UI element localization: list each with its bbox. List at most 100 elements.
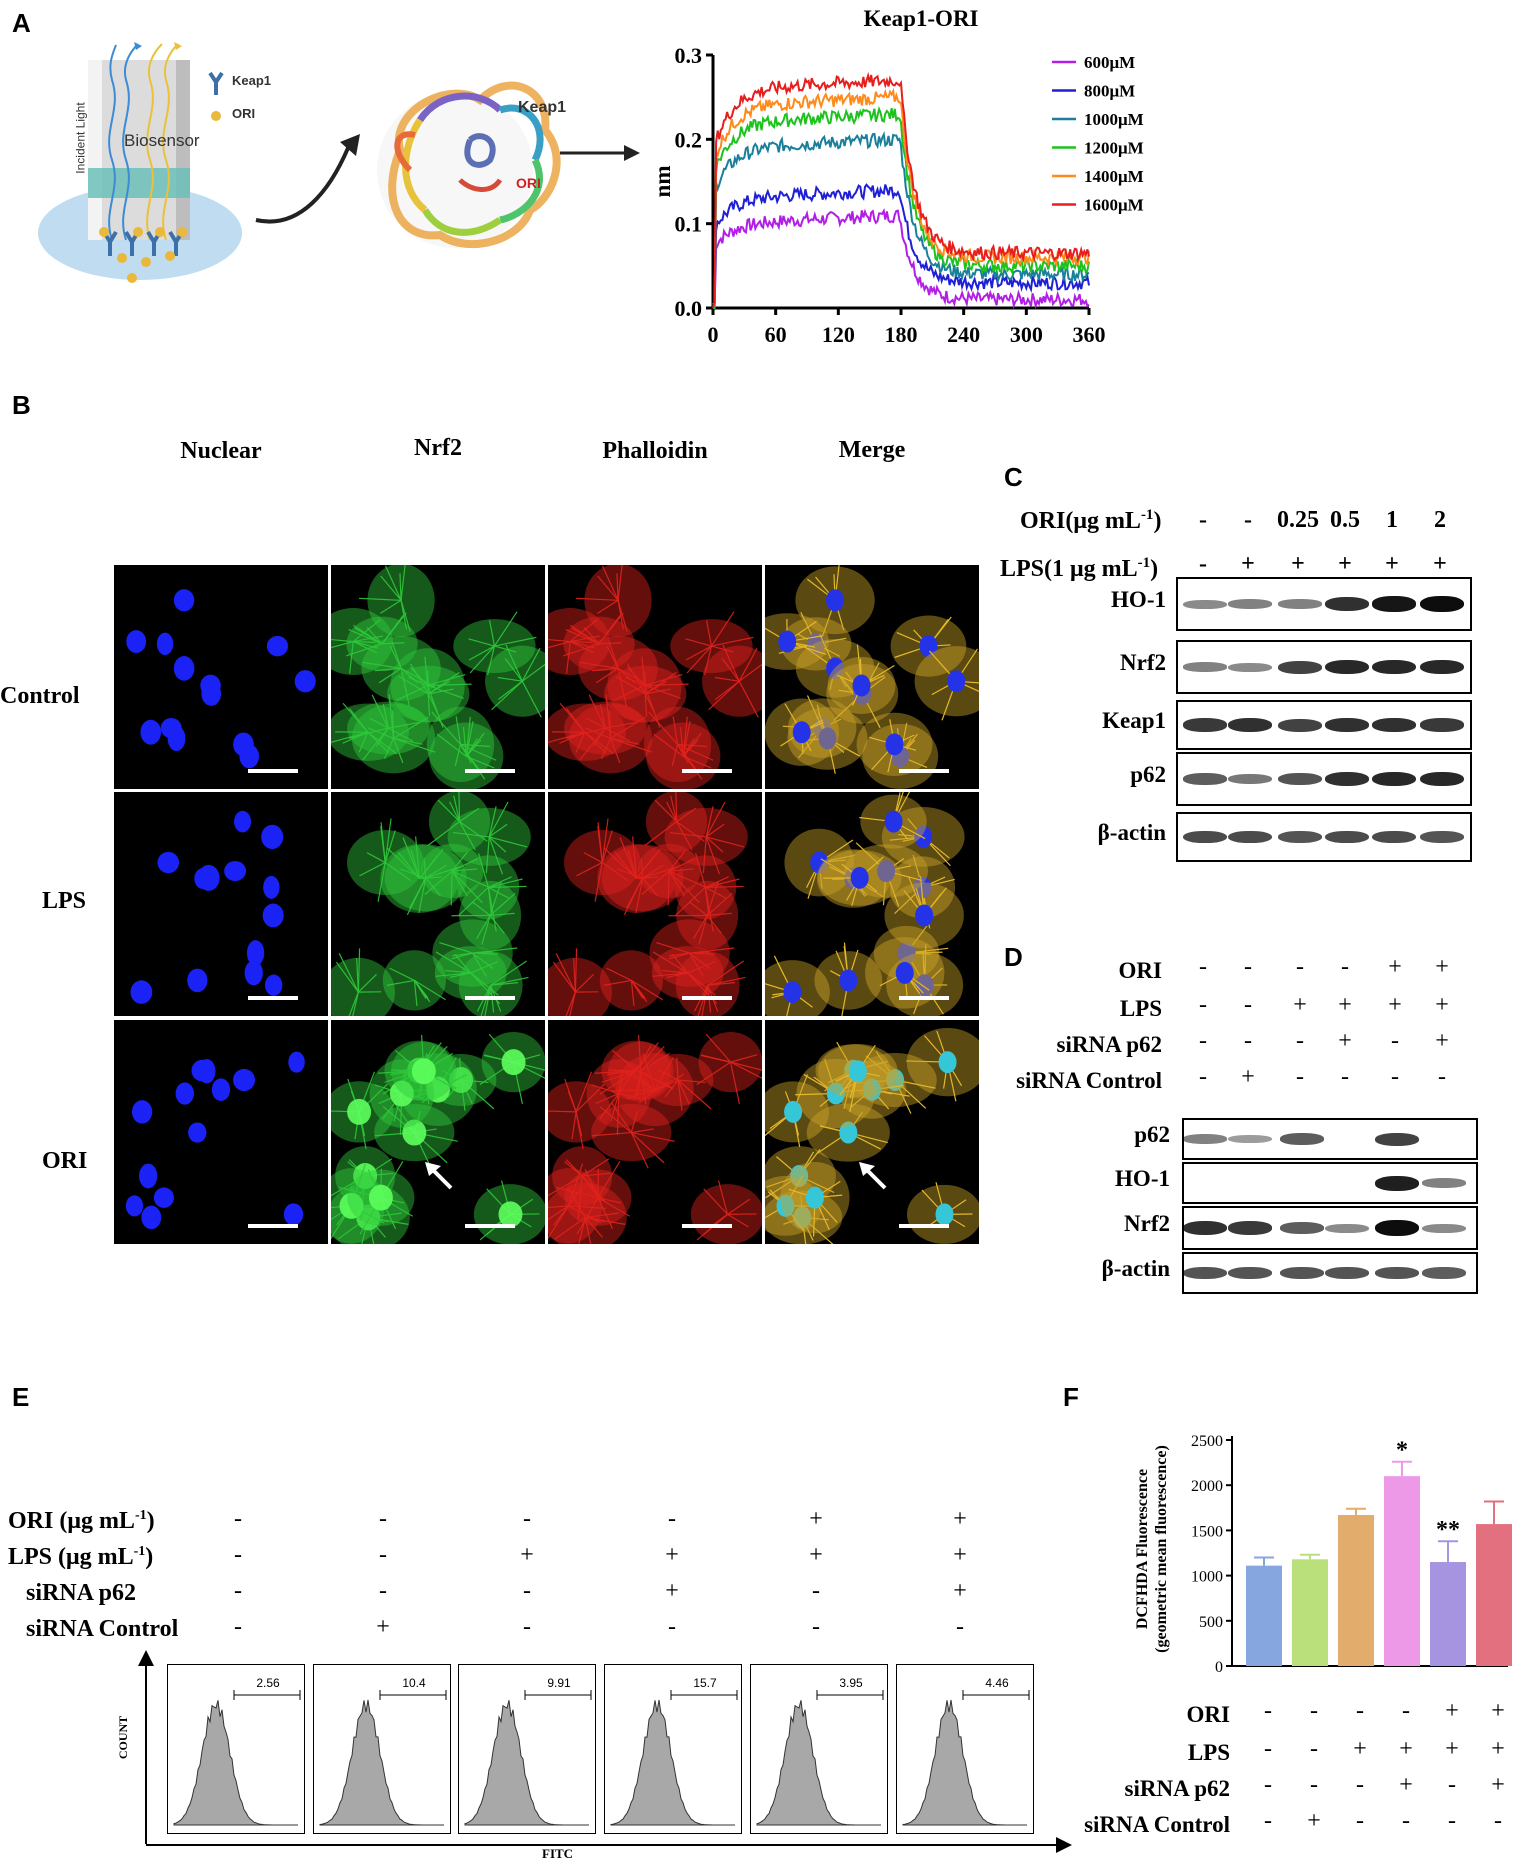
e-row-value: + <box>953 1578 967 1604</box>
f-row-value: + <box>1399 1772 1413 1798</box>
d-row-value: + <box>1241 1064 1255 1090</box>
panel-label-c: C <box>1004 462 1023 492</box>
e-row-value: - <box>379 1506 387 1532</box>
d-row-label: siRNA p62 <box>1056 1032 1162 1057</box>
series-line-1600μM <box>712 71 1090 309</box>
e-row-value: - <box>523 1614 531 1640</box>
blot-band <box>1184 1221 1227 1235</box>
histogram-fill <box>173 1700 298 1826</box>
c-blot-label: β-actin <box>1097 820 1166 845</box>
d-row-value: + <box>1435 1028 1449 1054</box>
f-row-value: - <box>1264 1736 1272 1762</box>
micrograph-image <box>548 565 762 789</box>
scale-bar <box>248 996 298 1000</box>
biosensor-label: Biosensor <box>124 131 200 150</box>
e-row-value: - <box>234 1578 242 1604</box>
e-row-value: - <box>523 1506 531 1532</box>
blot-band <box>1184 1134 1227 1144</box>
histogram-plot: 9.91 <box>464 1676 592 1826</box>
y-axis-label: nm <box>650 166 675 198</box>
e-row-value: + <box>953 1542 967 1568</box>
micrograph-control-nuclear <box>114 565 328 789</box>
d-row-value: + <box>1388 954 1402 980</box>
c-blot-label: Keap1 <box>1102 708 1166 733</box>
d-row-label: siRNA Control <box>1016 1068 1162 1093</box>
blot-band <box>1183 830 1227 844</box>
scale-bar <box>248 1224 298 1228</box>
blot-band <box>1325 659 1369 675</box>
panel-label-d: D <box>1004 942 1023 972</box>
blot-band <box>1183 599 1227 609</box>
biosensor-layer <box>88 168 190 198</box>
e-row-value: + <box>520 1542 534 1568</box>
micrograph-image <box>765 792 965 1016</box>
y-tick-label: 0.0 <box>675 296 703 321</box>
keap1-ori-chart: Keap1-ORI 0.0 0.1 0.2 0.3 0 60 120 180 240 300 360 T… <box>650 6 1144 360</box>
d-row-value: + <box>1338 992 1352 1018</box>
e-row-value: + <box>376 1614 390 1640</box>
c-lps-value: + <box>1291 551 1305 577</box>
c-lps-label: LPS(1 μg mL-1) <box>1000 555 1159 582</box>
e-row-value: - <box>234 1542 242 1568</box>
blot-band <box>1375 1132 1419 1146</box>
e-row-value: - <box>812 1578 820 1604</box>
y-tick-label: 2000 <box>1191 1478 1223 1495</box>
scale-bar <box>899 769 949 773</box>
c-blot-Keap1 <box>1176 700 1472 750</box>
d-row-value: - <box>1391 1028 1399 1054</box>
d-row-value: - <box>1199 992 1207 1018</box>
f-row-value: - <box>1402 1698 1410 1724</box>
flow-axes <box>138 1650 1072 1853</box>
significance-marker: * <box>1396 1438 1408 1464</box>
d-row-value: + <box>1435 992 1449 1018</box>
e-row-value: - <box>956 1614 964 1640</box>
blot-band <box>1375 1220 1419 1236</box>
histogram-fill <box>464 1700 589 1826</box>
flow-histogram: 10.4 <box>313 1664 451 1834</box>
row-label-ori: ORI <box>42 1148 88 1174</box>
blot-band <box>1228 830 1272 844</box>
f-row-value: + <box>1445 1698 1459 1724</box>
e-row-label: LPS (μg mL-1) <box>8 1544 154 1570</box>
blot-band <box>1183 773 1227 785</box>
scale-bar <box>682 996 732 1000</box>
blot-band <box>1228 1267 1272 1279</box>
legend-label: 600μM <box>1084 53 1135 72</box>
gate-value: 10.4 <box>402 1676 426 1690</box>
micrograph-image <box>331 1032 545 1244</box>
blot-band <box>1420 596 1464 612</box>
blot-band <box>1184 1267 1227 1279</box>
legend-label: 800μM <box>1084 82 1135 101</box>
legend-label: 1400μM <box>1084 167 1144 186</box>
f-row-value: - <box>1448 1772 1456 1798</box>
c-lps-value: + <box>1241 551 1255 577</box>
flow-histogram: 4.46 <box>896 1664 1034 1834</box>
legend-label: 1600μM <box>1084 196 1144 215</box>
histogram-plot: 10.4 <box>319 1676 447 1826</box>
f-row-value: - <box>1264 1772 1272 1798</box>
blot-band <box>1325 597 1369 611</box>
c-lps-value: + <box>1338 551 1352 577</box>
f-row-label: siRNA Control <box>1084 1812 1230 1837</box>
blot-band <box>1325 1223 1369 1233</box>
micrograph-control-merge <box>765 565 979 789</box>
protein-ori-label: ORI <box>516 175 541 191</box>
f-row-value: + <box>1491 1736 1505 1762</box>
legend-ori-label: ORI <box>232 106 256 121</box>
d-row-value: - <box>1438 1064 1446 1090</box>
count-axis-arrow-icon <box>138 1650 154 1666</box>
blot-band <box>1372 659 1416 675</box>
blot-band <box>1325 772 1369 786</box>
d-row-value: + <box>1338 1028 1352 1054</box>
e-row-value: + <box>953 1506 967 1532</box>
micrograph-ori-nuclear <box>114 1020 328 1244</box>
blot-band <box>1420 659 1464 675</box>
blot-band <box>1280 1222 1324 1234</box>
micrograph-image <box>765 565 979 789</box>
f-row-value: - <box>1494 1808 1502 1834</box>
e-row-label: siRNA p62 <box>26 1580 137 1606</box>
protein-keap1-label: Keap1 <box>518 99 567 116</box>
micrograph-ori-merge <box>765 1020 979 1244</box>
gate-value: 2.56 <box>256 1676 280 1690</box>
d-blot-label: Nrf2 <box>1124 1211 1170 1236</box>
